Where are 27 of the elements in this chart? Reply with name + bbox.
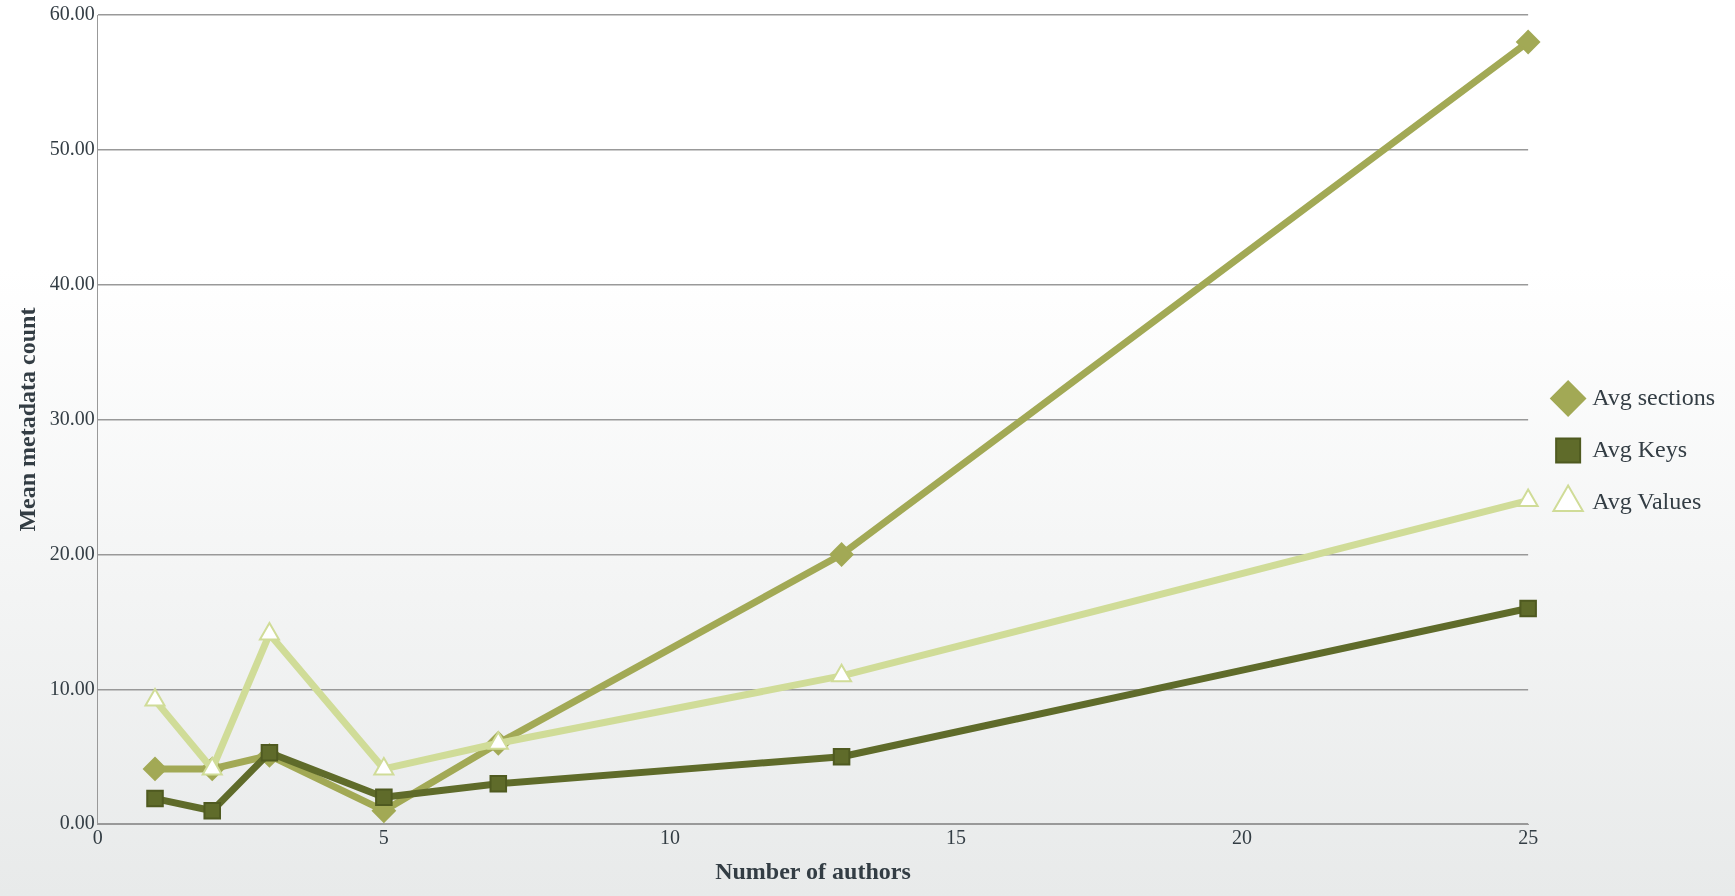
point <box>1516 29 1541 54</box>
point <box>203 801 221 820</box>
y-tick-label: 50.00 <box>49 137 95 160</box>
point <box>832 747 851 766</box>
y-tick-label: 40.00 <box>49 271 95 294</box>
y-axis-title: Mean metadata count <box>13 307 40 532</box>
y-tick-label: 10.00 <box>49 676 95 699</box>
point <box>829 542 854 567</box>
legend-label: Avg Values <box>1592 487 1702 514</box>
y-tick-label: 0.00 <box>59 811 95 834</box>
point <box>1519 599 1537 618</box>
x-tick-label: 25 <box>1518 826 1539 849</box>
point <box>489 774 508 793</box>
x-tick-label: 10 <box>659 826 680 849</box>
x-axis-title: Number of authors <box>715 857 911 884</box>
point <box>375 788 393 807</box>
point <box>143 756 168 781</box>
x-tick-label: 0 <box>92 826 103 849</box>
x-tick-label: 5 <box>378 826 389 849</box>
point <box>146 789 164 808</box>
legend-label: Avg sections <box>1592 383 1715 410</box>
y-tick-label: 30.00 <box>49 406 95 429</box>
legend-label: Avg Keys <box>1592 435 1687 462</box>
y-tick-label: 20.00 <box>49 541 95 564</box>
x-tick-label: 20 <box>1232 826 1253 849</box>
x-tick-label: 15 <box>946 826 966 849</box>
y-tick-label: 60.00 <box>49 2 95 25</box>
